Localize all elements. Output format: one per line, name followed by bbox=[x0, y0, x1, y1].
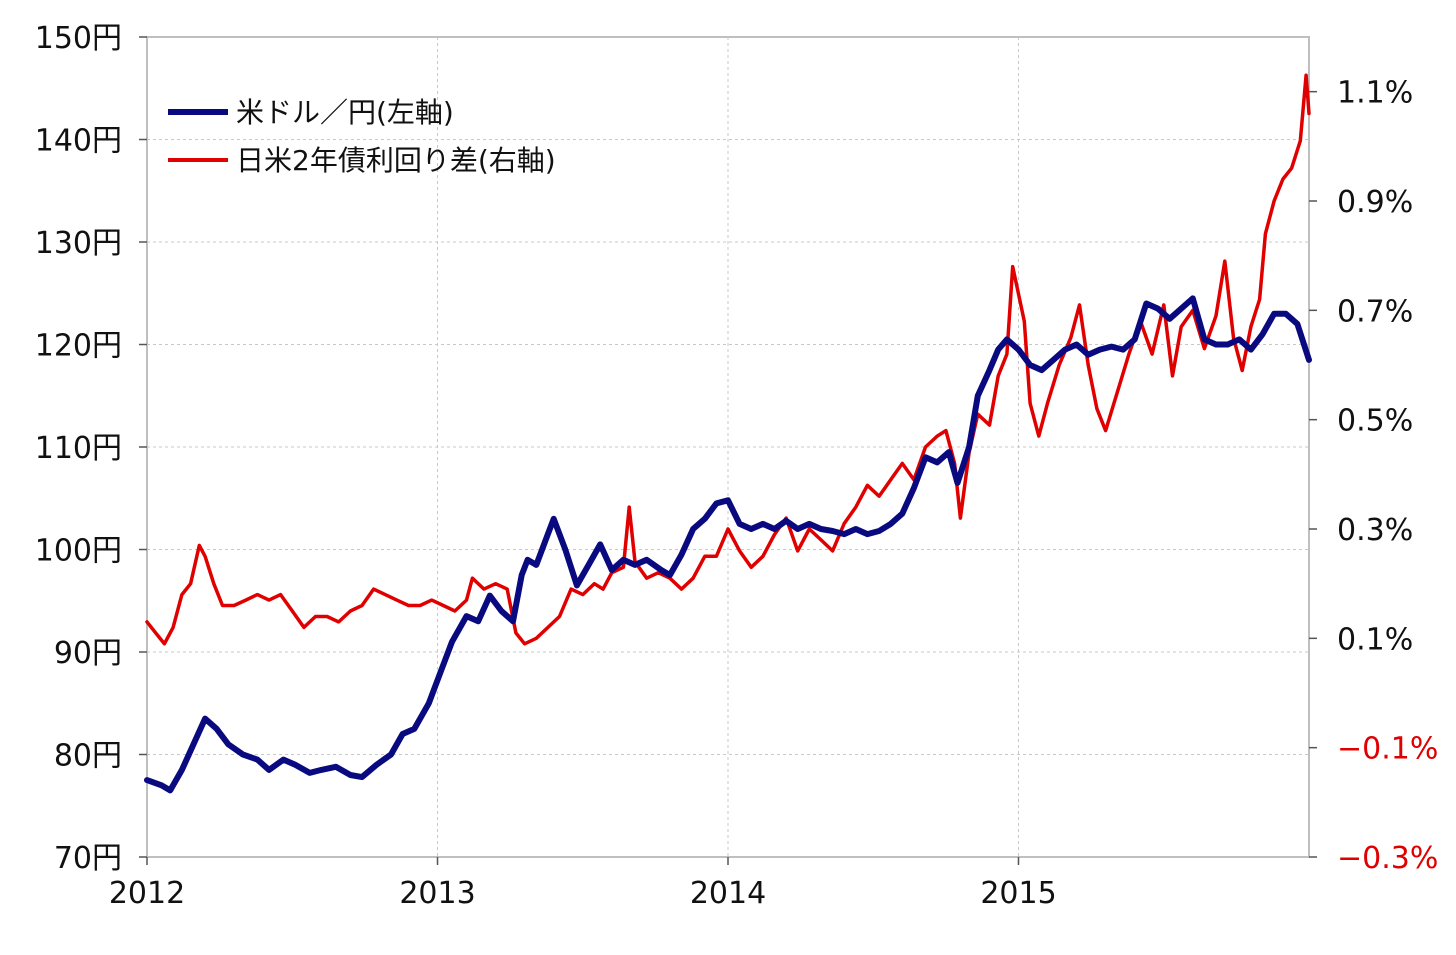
x-tick-label: 2013 bbox=[399, 876, 475, 911]
left-tick-label: 80円 bbox=[54, 739, 122, 774]
left-tick-label: 110円 bbox=[35, 431, 122, 466]
right-tick-label: 0.1% bbox=[1337, 622, 1413, 657]
right-axis-ticks: −0.3% −0.1% 0.1% 0.3% 0.5% 0.7% 0.9% 1.1% bbox=[1309, 76, 1438, 876]
grid-lines bbox=[147, 37, 1309, 857]
x-tick-label: 2012 bbox=[109, 876, 185, 911]
x-tick-label: 2014 bbox=[690, 876, 766, 911]
legend-label-usdjpy: 米ドル／円(左軸) bbox=[236, 96, 454, 129]
left-tick-label: 70円 bbox=[54, 841, 122, 876]
right-tick-label: 0.3% bbox=[1337, 513, 1413, 548]
series-layer bbox=[144, 73, 1312, 794]
left-tick-label: 90円 bbox=[54, 636, 122, 671]
legend-label-yield-spread: 日米2年債利回り差(右軸) bbox=[236, 144, 556, 177]
series-line-usdjpy bbox=[144, 295, 1312, 794]
left-tick-label: 140円 bbox=[35, 124, 122, 159]
left-tick-label: 150円 bbox=[35, 21, 122, 56]
x-axis-ticks: 2012 2013 2014 2015 bbox=[109, 857, 1057, 911]
right-tick-label: 0.7% bbox=[1337, 294, 1413, 329]
left-axis-ticks: 70円 80円 90円 100円 110円 120円 130円 140円 150円 bbox=[35, 21, 147, 876]
x-tick-label: 2015 bbox=[980, 876, 1056, 911]
left-tick-label: 100円 bbox=[35, 534, 122, 569]
right-tick-label: 0.5% bbox=[1337, 404, 1413, 439]
left-tick-label: 120円 bbox=[35, 329, 122, 364]
right-tick-label: −0.1% bbox=[1337, 732, 1438, 767]
left-tick-label: 130円 bbox=[35, 226, 122, 261]
legend: 米ドル／円(左軸) 日米2年債利回り差(右軸) bbox=[168, 96, 556, 177]
right-tick-label: 1.1% bbox=[1337, 76, 1413, 111]
right-tick-label: 0.9% bbox=[1337, 185, 1413, 220]
right-tick-label: −0.3% bbox=[1337, 841, 1438, 876]
